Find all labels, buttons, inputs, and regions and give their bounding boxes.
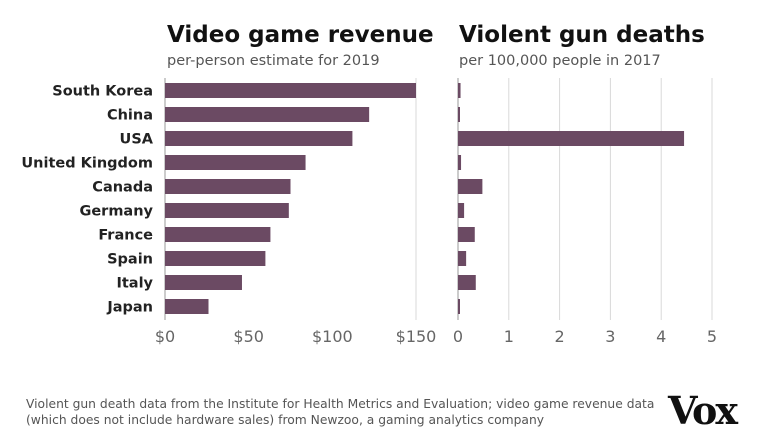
panel-2-tick-label-3: 3 [605,327,615,346]
panel-2-tick-label-5: 5 [707,327,717,346]
panel-1-subtitle: per-person estimate for 2019 [167,53,380,69]
panel-2-tick-label-2: 2 [555,327,565,346]
panel-1-bar-spain [165,251,266,266]
category-label-germany: Germany [79,204,153,220]
panel-2-bar-usa [458,131,685,146]
panel-2-bar-japan [458,299,460,314]
panel-1-tick-label-50: $50 [233,327,264,346]
panel-2-bar-united-kingdom [458,155,462,170]
panel-1-tick-label-0: $0 [155,327,175,346]
panel-2-tick-label-4: 4 [656,327,666,346]
panel-1-bar-south-korea [165,83,416,98]
panel-2-bar-canada [458,179,483,194]
source-footnote: Violent gun death data from the Institut… [26,397,655,427]
category-label-japan: Japan [106,300,153,316]
panel-1-bar-usa [165,131,353,146]
panel-1-title: Video game revenue [167,22,434,48]
panel-1-bar-canada [165,179,291,194]
panel-1-bar-france [165,227,271,242]
panel-2-bar-south-korea [458,83,461,98]
panel-2-title: Violent gun deaths [459,22,705,48]
panel-1-bar-united-kingdom [165,155,306,170]
panel-2-subtitle: per 100,000 people in 2017 [459,53,661,69]
panel-1-tick-label-150: $150 [396,327,437,346]
panel-2-bar-spain [458,251,467,266]
vox-logo: Vox [668,388,738,433]
panel-2-bar-germany [458,203,465,218]
panel-1-tick-label-100: $100 [312,327,353,346]
panel-2-tick-label-1: 1 [504,327,514,346]
category-label-china: China [107,108,153,124]
panel-2-bar-france [458,227,475,242]
panel-1-bar-china [165,107,370,122]
panel-1-bar-germany [165,203,289,218]
category-label-south-korea: South Korea [52,84,153,100]
category-label-italy: Italy [116,276,153,292]
panel-1-bar-japan [165,299,209,314]
category-label-canada: Canada [92,180,153,196]
category-label-spain: Spain [107,252,153,268]
panel-2-bar-china [458,107,460,122]
category-label-united-kingdom: United Kingdom [21,156,153,172]
category-label-usa: USA [120,132,154,148]
panel-1-bar-italy [165,275,242,290]
panel-2-tick-label-0: 0 [453,327,463,346]
category-label-france: France [98,228,153,244]
panel-2-bar-italy [458,275,476,290]
